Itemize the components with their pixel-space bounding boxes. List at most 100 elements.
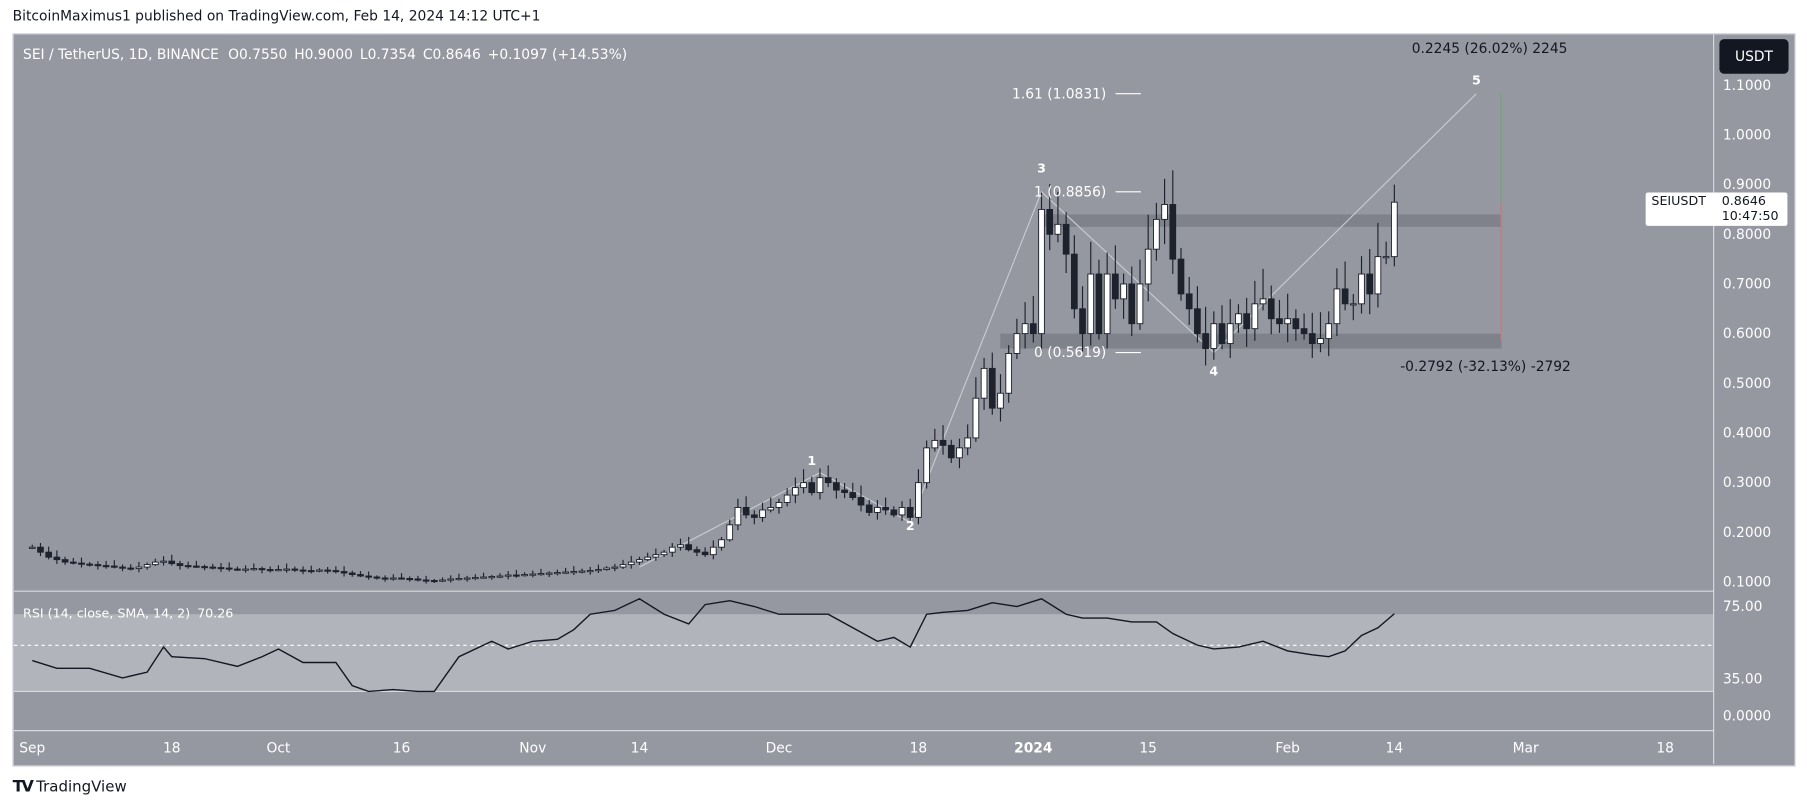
candle-down xyxy=(849,492,857,498)
candle-down xyxy=(86,563,94,566)
candle-down xyxy=(406,578,414,581)
candle-up xyxy=(1021,323,1029,335)
candle-down xyxy=(939,439,947,446)
candle-down xyxy=(1194,308,1201,335)
candle-down xyxy=(209,566,217,569)
candle-up xyxy=(562,571,569,574)
rsi-title: RSI (14, close, SMA, 14, 2) 70.26 xyxy=(23,606,233,621)
candle-up xyxy=(143,564,151,568)
wave-label: 4 xyxy=(1209,363,1218,378)
candle-down xyxy=(906,507,914,518)
candle-up xyxy=(677,544,684,548)
candle-up xyxy=(1349,303,1357,306)
candle-up xyxy=(627,561,635,566)
price-tick: 0.8000 xyxy=(1723,227,1771,243)
candle-up xyxy=(316,569,323,572)
candle-up xyxy=(709,546,717,556)
candle-down xyxy=(94,564,102,567)
candle-down xyxy=(332,570,340,573)
candle-up xyxy=(389,577,397,580)
svg-text:10:47:50: 10:47:50 xyxy=(1722,208,1779,223)
candle-up xyxy=(545,572,553,575)
candle-down xyxy=(102,565,110,568)
candle-down xyxy=(365,575,373,578)
candle-up xyxy=(439,579,446,582)
candle-up xyxy=(767,507,775,511)
candle-down xyxy=(857,497,865,506)
candle-up xyxy=(1333,288,1341,325)
candle-up xyxy=(160,560,167,563)
candle-down xyxy=(61,559,69,563)
candle-up xyxy=(644,556,652,561)
candle-up xyxy=(619,564,627,568)
candle-down xyxy=(808,482,816,494)
candle-down xyxy=(381,577,389,580)
candle-down xyxy=(841,489,848,494)
candle-down xyxy=(890,509,898,516)
candle-up xyxy=(1259,298,1267,305)
candle-up xyxy=(455,578,463,581)
price-tick: 0.4000 xyxy=(1723,426,1771,442)
candle-down xyxy=(430,580,438,583)
candle-up xyxy=(611,566,619,569)
candle-up xyxy=(570,571,578,574)
candle-up xyxy=(1005,353,1013,394)
candle-down xyxy=(947,444,955,459)
candle-up xyxy=(496,575,504,578)
candle-down xyxy=(348,572,356,575)
candle-up xyxy=(1251,303,1259,330)
candle-up xyxy=(447,578,455,581)
candle-up xyxy=(1317,338,1324,345)
candle-up xyxy=(1161,204,1168,220)
candle-up xyxy=(275,569,282,572)
candle-up xyxy=(636,559,643,563)
candle-down xyxy=(882,507,889,511)
time-tick: 14 xyxy=(1386,741,1404,757)
candle-up xyxy=(480,576,487,579)
candle-up xyxy=(1325,323,1333,340)
price-tick: 1.1000 xyxy=(1723,78,1771,94)
candle-down xyxy=(1112,273,1119,300)
candle-up xyxy=(603,567,610,571)
candle-down xyxy=(1070,253,1078,310)
candle-up xyxy=(718,539,725,548)
price-tick: 0.5000 xyxy=(1723,376,1771,392)
tradingview-logo[interactable]: TV TradingView xyxy=(13,778,127,796)
logo-text: TradingView xyxy=(36,778,127,796)
candle-up xyxy=(1103,273,1111,335)
time-tick: 14 xyxy=(631,741,649,757)
candle-up xyxy=(964,437,972,449)
currency-button[interactable]: USDT xyxy=(1719,39,1789,74)
candle-down xyxy=(37,546,44,553)
candle-down xyxy=(225,567,233,570)
candle-up xyxy=(734,507,742,526)
candle-up xyxy=(898,507,906,516)
candle-down xyxy=(78,562,85,565)
candle-down xyxy=(1366,273,1374,295)
candle-down xyxy=(1308,333,1316,345)
candle-up xyxy=(28,546,36,549)
candle-up xyxy=(972,397,980,439)
candle-up xyxy=(915,482,922,518)
wave-label: 5 xyxy=(1472,73,1481,88)
candle-down xyxy=(291,568,299,571)
time-tick: Dec xyxy=(766,741,793,757)
candle-down xyxy=(833,482,840,491)
time-tick: 18 xyxy=(910,741,928,757)
candle-up xyxy=(1390,201,1398,258)
fib-label: 1.61 (1.0831) xyxy=(1012,86,1106,102)
candle-down xyxy=(184,565,192,568)
time-tick: 15 xyxy=(1139,741,1157,757)
wave-label: 3 xyxy=(1037,161,1046,176)
measure-up-text: 0.2245 (26.02%) 2245 xyxy=(1412,41,1568,57)
candle-down xyxy=(1095,273,1103,335)
candle-up xyxy=(1087,273,1095,335)
candle-up xyxy=(792,487,799,496)
candle-down xyxy=(1046,208,1054,235)
candle-up xyxy=(1153,218,1160,250)
candle-up xyxy=(1054,223,1062,235)
candle-up xyxy=(488,576,496,579)
candle-up xyxy=(1374,256,1382,295)
rsi-band xyxy=(13,614,1714,692)
